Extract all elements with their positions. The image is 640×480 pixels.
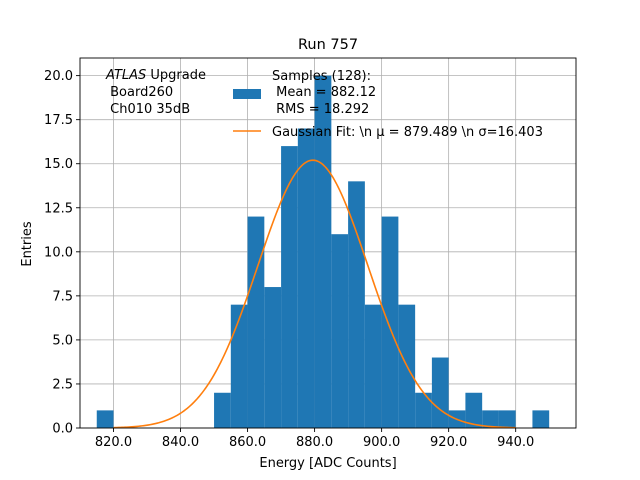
upgrade-label: Upgrade	[146, 68, 206, 83]
legend-rms-line: RMS = 18.292	[272, 102, 369, 117]
legend-fit-label: Gaussian Fit: \n μ = 879.489 \n σ=16.403	[272, 125, 543, 140]
histogram-bar	[247, 216, 265, 428]
x-axis-label: Energy [ADC Counts]	[259, 456, 396, 471]
y-tick-label: 7.5	[52, 289, 73, 304]
y-tick-label: 10.0	[44, 245, 73, 260]
atlas-label: ATLAS	[105, 68, 146, 83]
legend: Samples (128): Mean = 882.12 RMS = 18.29…	[233, 69, 543, 140]
histogram-bar	[297, 128, 315, 428]
histogram-bar	[314, 75, 332, 428]
atlas-annotation: ATLAS Upgrade Board260 Ch010 35dB	[105, 68, 206, 117]
x-tick-label: 840.0	[162, 435, 199, 450]
y-tick-label: 0.0	[52, 422, 73, 437]
histogram-bar	[230, 304, 248, 428]
x-axis-ticks: 820.0 840.0 860.0 880.0 900.0 920.0 940.0	[95, 428, 534, 450]
gaussian-fit-curve	[113, 159, 516, 429]
x-tick-label: 900.0	[363, 435, 400, 450]
histogram-bar	[465, 392, 483, 428]
histogram-bar	[331, 234, 349, 428]
plot-frame	[79, 57, 577, 429]
histogram-bar	[381, 216, 399, 428]
y-axis-ticks: 0.0 2.5 5.0 7.5 10.0 12.5 15.0 17.5 20.0	[44, 69, 80, 437]
histogram-bar	[482, 410, 499, 428]
histogram-bar	[431, 357, 449, 428]
x-tick-label: 860.0	[229, 435, 266, 450]
x-tick-label: 920.0	[430, 435, 467, 450]
y-tick-label: 17.5	[44, 113, 73, 128]
histogram-bar	[281, 146, 298, 428]
chart-title: Run 757	[298, 37, 358, 53]
y-tick-label: 5.0	[52, 333, 73, 348]
histogram-bar	[415, 392, 432, 428]
y-axis-label: Entries	[20, 221, 35, 267]
histogram-bars	[96, 75, 550, 428]
x-tick-label: 880.0	[296, 435, 333, 450]
legend-histogram-swatch	[233, 89, 261, 99]
y-tick-label: 12.5	[44, 201, 73, 216]
y-tick-label: 15.0	[44, 157, 73, 172]
histogram-bar	[364, 304, 382, 428]
histogram-bar	[96, 410, 114, 428]
histogram-bar	[498, 410, 516, 428]
board-label: Board260	[106, 85, 173, 100]
histogram-bar	[532, 410, 550, 428]
legend-samples-line: Samples (128):	[272, 69, 371, 84]
x-tick-label: 940.0	[497, 435, 534, 450]
y-tick-label: 20.0	[44, 69, 73, 84]
histogram-bar	[264, 287, 282, 428]
svg-text:ATLAS Upgrade: ATLAS Upgrade	[105, 68, 206, 83]
x-tick-label: 820.0	[95, 435, 132, 450]
channel-label: Ch010 35dB	[106, 102, 190, 117]
legend-mean-line: Mean = 882.12	[272, 85, 376, 100]
histogram-bar	[214, 392, 231, 428]
y-tick-label: 2.5	[52, 377, 73, 392]
